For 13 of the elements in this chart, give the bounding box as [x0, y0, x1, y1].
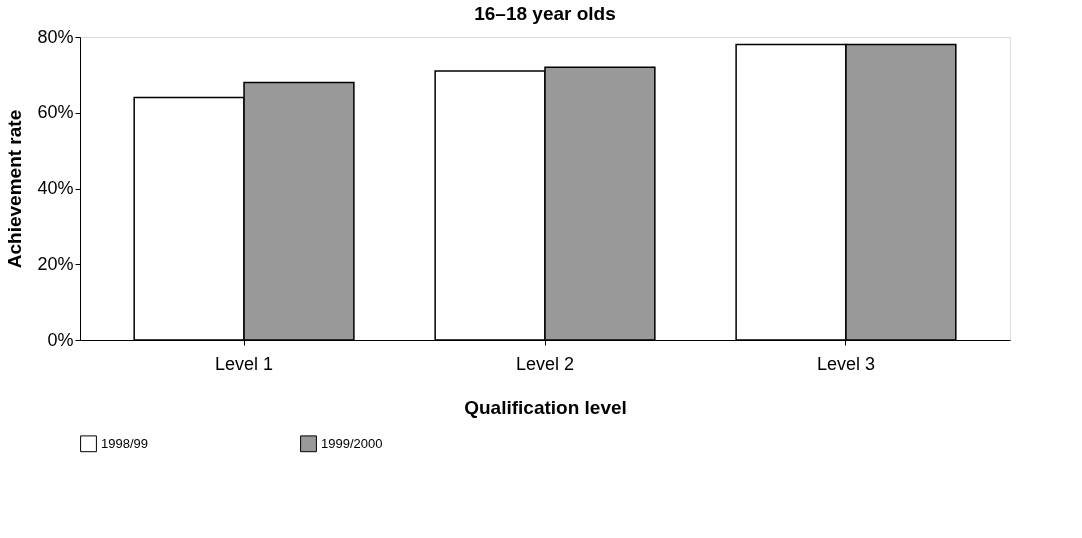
y-tick-label: 40%: [37, 178, 74, 198]
x-tick-label: Level 3: [816, 353, 875, 374]
chart-title: 16–18 year olds: [474, 3, 616, 24]
y-tick-label: 0%: [47, 329, 74, 350]
legend-label: 1999/2000: [321, 435, 383, 451]
y-tick-label: 80%: [37, 26, 74, 47]
y-tick-label: 20%: [37, 253, 74, 274]
y-axis-title: Achievement rate: [4, 109, 26, 269]
legend-label: 1998/99: [101, 435, 148, 451]
x-axis-title: Qualification level: [464, 396, 627, 418]
x-tick-label: Level 1: [215, 353, 274, 374]
x-tick-label: Level 2: [515, 353, 575, 374]
y-tick-label: 60%: [37, 102, 74, 123]
